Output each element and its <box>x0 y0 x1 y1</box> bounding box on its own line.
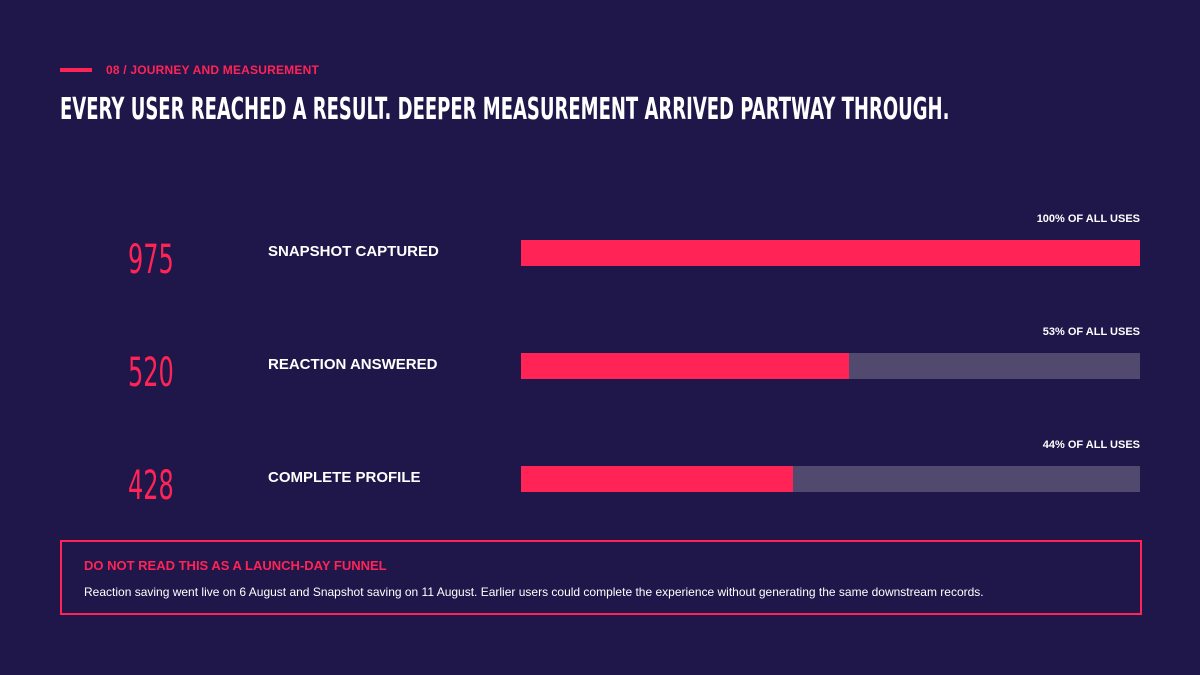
metric-value: 975 <box>128 237 174 283</box>
metric-share-label: 53% OF ALL USES <box>1042 326 1140 338</box>
caveat-body: Reaction saving went live on 6 August an… <box>84 585 984 599</box>
page-headline: EVERY USER REACHED A RESULT. DEEPER MEAS… <box>60 92 950 127</box>
metric-value: 520 <box>128 350 174 396</box>
metric-row: 975 SNAPSHOT CAPTURED 100% OF ALL USES <box>0 213 1200 320</box>
eyebrow-text: 08 / JOURNEY AND MEASUREMENT <box>106 63 319 77</box>
metric-label: REACTION ANSWERED <box>268 356 438 373</box>
metric-label: COMPLETE PROFILE <box>268 469 421 486</box>
metric-row: 428 COMPLETE PROFILE 44% OF ALL USES <box>0 439 1200 546</box>
metric-share-label: 100% OF ALL USES <box>1036 213 1140 225</box>
metric-share-label: 44% OF ALL USES <box>1042 439 1140 451</box>
bar-fill <box>521 353 850 379</box>
bar-fill <box>521 466 794 492</box>
funnel-caveat-box: DO NOT READ THIS AS A LAUNCH-DAY FUNNEL … <box>60 540 1142 615</box>
bar-track <box>521 240 1140 266</box>
bar-track <box>521 353 1140 379</box>
bar-fill <box>521 240 1140 266</box>
metric-row: 520 REACTION ANSWERED 53% OF ALL USES <box>0 326 1200 433</box>
eyebrow-accent-rule <box>60 68 92 72</box>
metric-value: 428 <box>128 463 174 509</box>
metric-label: SNAPSHOT CAPTURED <box>268 243 439 260</box>
bar-track <box>521 466 1140 492</box>
caveat-title: DO NOT READ THIS AS A LAUNCH-DAY FUNNEL <box>84 558 387 573</box>
section-eyebrow: 08 / JOURNEY AND MEASUREMENT <box>60 62 319 78</box>
